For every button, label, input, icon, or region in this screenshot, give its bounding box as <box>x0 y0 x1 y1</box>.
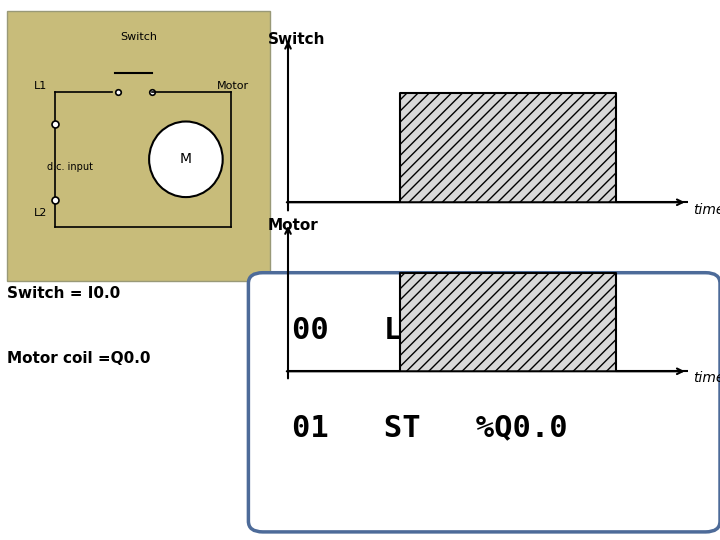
Text: L1: L1 <box>34 82 47 91</box>
Text: 01   ST   %Q0.0: 01 ST %Q0.0 <box>292 413 567 442</box>
Text: Motor coil =Q0.0: Motor coil =Q0.0 <box>7 351 150 366</box>
Text: Motor: Motor <box>217 82 249 91</box>
Text: Switch: Switch <box>120 32 157 43</box>
FancyBboxPatch shape <box>248 273 720 532</box>
Text: time: time <box>693 203 720 217</box>
Text: d.c. input: d.c. input <box>47 163 93 172</box>
Bar <box>400 273 616 372</box>
Bar <box>400 93 616 202</box>
Text: Switch = I0.0: Switch = I0.0 <box>7 286 120 301</box>
Text: L2: L2 <box>34 208 47 218</box>
Text: M: M <box>180 152 192 166</box>
Text: Motor: Motor <box>268 218 319 233</box>
Circle shape <box>149 122 222 197</box>
FancyBboxPatch shape <box>7 11 270 281</box>
Text: 00   LD   %I0.0: 00 LD %I0.0 <box>292 316 567 345</box>
Text: time: time <box>693 371 720 385</box>
Text: Switch: Switch <box>268 32 325 48</box>
